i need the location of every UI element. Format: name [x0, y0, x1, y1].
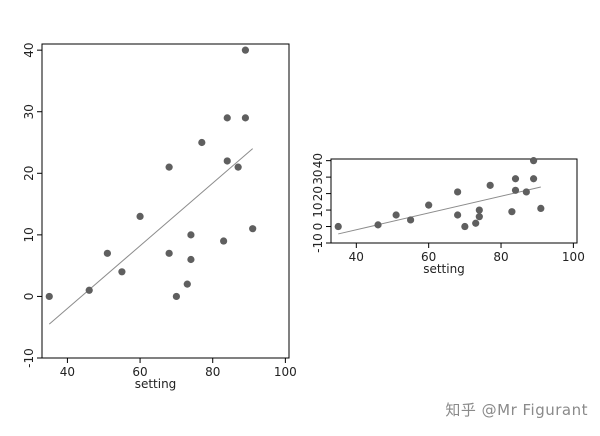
y-tick-label: 0 [22, 293, 36, 301]
data-point [45, 292, 53, 301]
data-point [165, 249, 173, 257]
data-point [425, 201, 433, 209]
x-tick-label: 80 [205, 365, 220, 379]
x-tick-label: 80 [493, 250, 508, 264]
data-point [406, 216, 415, 224]
y-tick-label: -10 [22, 348, 36, 368]
data-point [537, 204, 545, 213]
data-point [511, 175, 520, 183]
watermark-text: 知乎 @Mr Figurant [445, 401, 588, 419]
data-point [103, 249, 111, 257]
x-tick-label: 40 [349, 250, 364, 264]
data-point [223, 114, 231, 122]
y-tick-label: 0 [311, 223, 325, 231]
data-point [183, 280, 191, 288]
data-point [475, 206, 483, 214]
data-point [234, 163, 242, 171]
data-point [334, 222, 342, 231]
data-point [223, 157, 231, 165]
data-point [461, 222, 469, 231]
y-tick-label: -10 [311, 233, 325, 253]
y-tick-label: 10 [22, 227, 36, 242]
data-point [529, 157, 538, 165]
plot-area-frame [41, 43, 290, 359]
data-point [220, 237, 228, 245]
data-point [85, 286, 93, 294]
data-point [454, 211, 462, 219]
data-point [172, 292, 180, 301]
x-tick-label: 100 [274, 365, 297, 379]
data-point [511, 186, 520, 194]
y-tick-label: 10 [311, 202, 325, 217]
data-point [241, 46, 250, 54]
data-point [165, 163, 173, 171]
y-tick-label: 20 [22, 166, 36, 181]
x-axis-title: setting [423, 262, 465, 276]
data-point [136, 212, 144, 220]
x-axis-title: setting [135, 377, 177, 391]
data-point [486, 181, 494, 189]
y-tick-label: 40 [22, 43, 36, 58]
x-tick-label: 60 [132, 365, 147, 379]
data-point [454, 188, 462, 196]
data-point [187, 255, 195, 264]
fit-line [48, 148, 254, 325]
x-tick-label: 100 [562, 250, 585, 264]
data-point [508, 208, 516, 216]
data-point [392, 211, 400, 219]
data-point [249, 225, 257, 233]
data-point [198, 138, 206, 147]
fit-line [338, 186, 541, 235]
data-point [472, 219, 480, 227]
data-point [529, 175, 538, 183]
scatter-chart-large: 40 60 80 100 -10 0 10 20 30 40 setting [22, 43, 297, 391]
data-point [475, 213, 483, 221]
x-tick-label: 40 [60, 365, 75, 379]
data-point [241, 114, 250, 122]
x-tick-label: 60 [421, 250, 436, 264]
data-point [118, 268, 126, 276]
data-point [187, 231, 195, 239]
plot-area-frame [330, 158, 578, 244]
y-tick-label: 20 [311, 186, 325, 201]
y-tick-label: 30 [311, 169, 325, 184]
data-point [522, 188, 530, 196]
y-tick-label: 30 [22, 104, 36, 119]
data-point [374, 221, 382, 229]
y-tick-label: 40 [311, 153, 325, 168]
